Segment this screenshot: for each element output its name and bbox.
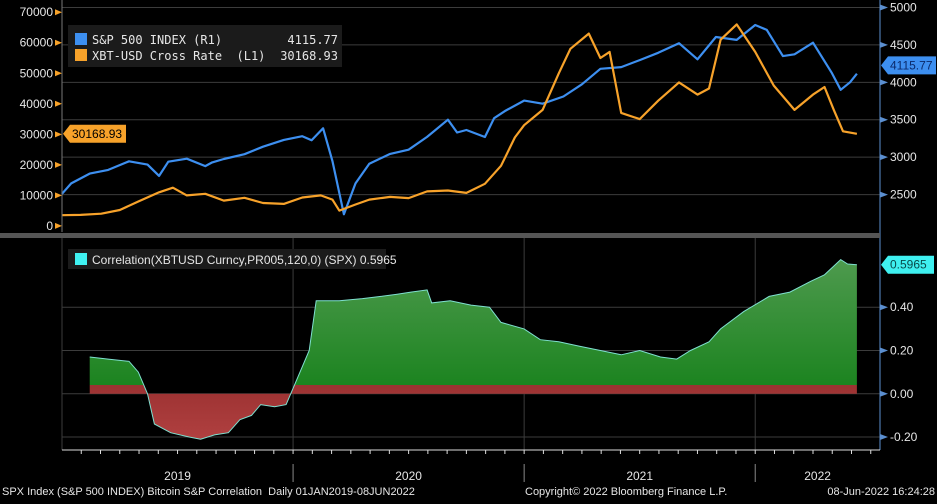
correlation-axis-tick-label: -0.20: [890, 430, 918, 444]
xbt-last-value-tag-text: 30168.93: [72, 127, 122, 141]
series-layer: [61, 23, 858, 440]
spx-last-value-tag: 4115.77: [881, 56, 936, 75]
year-label: 2019: [164, 469, 191, 483]
left-axis-tick: [55, 131, 62, 138]
correlation-line: [89, 258, 857, 440]
right-axis-tick: [880, 79, 888, 86]
correlation-area-positive: [89, 259, 857, 385]
legend-value-xbt: 30168.93: [280, 49, 338, 63]
right-axis-tick: [880, 4, 888, 11]
correlation-last-value-tag-text: 0.5965: [890, 258, 927, 272]
legend-swatch-xbt: [75, 49, 87, 61]
right-axis-tick-label: 3000: [890, 150, 917, 164]
series-line-spx: [61, 23, 858, 216]
right-axis-tick-label: 2500: [890, 188, 917, 202]
correlation-last-value-tag-shape: [881, 255, 934, 274]
left-axis-tick-label: 20000: [20, 158, 54, 172]
right-axis-tick: [880, 41, 888, 48]
left-axis-tick: [55, 222, 62, 229]
right-axis-tick: [880, 191, 888, 198]
correlation-axis-tick: [880, 304, 888, 311]
left-axis-tick-label: 60000: [20, 36, 54, 50]
correlation-axis-tick: [880, 347, 888, 354]
right-axis-tick-label: 5000: [890, 0, 917, 14]
year-label: 2021: [626, 469, 653, 483]
legend-swatch-spx: [75, 33, 87, 45]
left-axis-tick: [55, 192, 62, 199]
legend-value-spx: 4115.77: [287, 33, 338, 47]
right-axis-tick-label: 4000: [890, 75, 917, 89]
correlation-axis-tick: [880, 390, 888, 397]
top-legend: S&P 500 INDEX (R1) 4115.77 XBT-USD Cross…: [68, 25, 342, 67]
right-axis-tick-label: 3500: [890, 113, 917, 127]
correlation-axis-tick-label: 0.00: [890, 387, 914, 401]
right-axis-tick: [880, 154, 888, 161]
left-axis-tick-label: 40000: [20, 97, 54, 111]
left-axis-tick-label: 50000: [20, 66, 54, 80]
year-label: 2020: [395, 469, 422, 483]
left-axis-tick: [55, 9, 62, 16]
left-axis-tick: [55, 70, 62, 77]
correlation-axis-tick-label: 0.40: [890, 300, 914, 314]
left-axis-tick-label: 0: [46, 219, 53, 233]
left-axis-tick-label: 70000: [20, 5, 54, 19]
year-label: 2022: [804, 469, 831, 483]
axes-layer: 0 10000 20000 30000 40000 50000 60000 70000 2500…: [20, 0, 936, 450]
footer-timestamp: 08-Jun-2022 16:24:28: [827, 486, 935, 498]
legend-swatch-correlation: [75, 253, 87, 265]
legend-label-spx: S&P 500 INDEX (R1): [92, 33, 222, 47]
left-axis-tick-label: 10000: [20, 188, 54, 202]
correlation-area-negative: [89, 385, 857, 440]
right-axis-tick: [880, 116, 888, 123]
left-axis-tick: [55, 161, 62, 168]
left-axis-tick-label: 30000: [20, 127, 54, 141]
xbt-last-value-tag: 30168.93: [63, 124, 126, 143]
spx-last-value-tag-text: 4115.77: [890, 58, 933, 72]
legend-label-xbt: XBT-USD Cross Rate (L1): [92, 49, 265, 63]
legend-label-correlation: Correlation(XBTUSD Curncy,PR005,120,0) (…: [92, 253, 397, 267]
left-axis-tick: [55, 100, 62, 107]
spx-last-value-tag-shape: [881, 56, 936, 75]
right-axis-tick-label: 4500: [890, 38, 917, 52]
x-axis: 2019 2020 2021 2022: [62, 449, 880, 483]
correlation-axis-tick: [880, 434, 888, 441]
correlation-last-value-tag: 0.5965: [881, 255, 934, 274]
bottom-legend: Correlation(XBTUSD Curncy,PR005,120,0) (…: [68, 249, 397, 269]
footer-copyright: Copyright© 2022 Bloomberg Finance L.P.: [525, 486, 727, 498]
xbt-last-value-tag-shape: [63, 124, 126, 143]
series-line-xbt: [61, 23, 858, 217]
panel-divider[interactable]: [0, 233, 880, 238]
footer-description: SPX Index (S&P 500 INDEX) Bitcoin S&P Co…: [2, 486, 415, 498]
left-axis-tick: [55, 39, 62, 46]
correlation-axis-tick-label: 0.20: [890, 343, 914, 357]
